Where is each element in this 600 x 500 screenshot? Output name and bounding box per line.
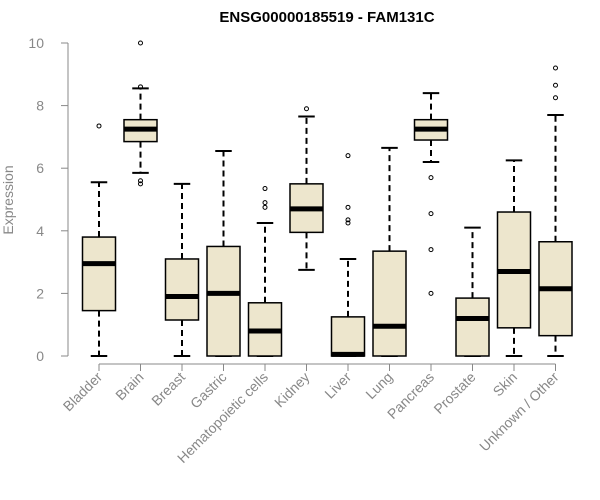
box-group [81, 123, 117, 357]
outlier-point [428, 247, 434, 253]
outlier-point [345, 217, 351, 223]
outlier-point [553, 65, 558, 71]
outlier-point [428, 211, 434, 217]
box-group [413, 92, 449, 296]
y-tick-label: 8 [36, 98, 44, 114]
x-tick-label: Skin [490, 369, 521, 400]
outlier-point [262, 204, 268, 210]
outlier-point [96, 123, 102, 129]
y-tick-label: 4 [36, 223, 44, 239]
box-group [206, 149, 241, 357]
y-axis: 0 2 4 6 8 10 [28, 35, 69, 364]
box-group [538, 65, 573, 357]
outlier-point [345, 204, 351, 210]
outlier-point [345, 153, 351, 159]
x-tick-label: Kidney [271, 369, 313, 411]
plot-area [81, 40, 573, 357]
y-axis-label: Expression [0, 165, 16, 234]
box [206, 245, 241, 357]
outlier-point [553, 82, 558, 88]
x-tick-label: Liver [321, 369, 354, 402]
outlier-point [553, 95, 558, 101]
x-tick-label: Lung [362, 369, 395, 402]
x-tick-label: Bladder [60, 369, 106, 415]
outlier-point [262, 186, 268, 192]
x-tick-label: Prostate [430, 369, 478, 417]
box-group [247, 186, 283, 357]
box-group [330, 153, 366, 357]
y-tick-label: 10 [28, 35, 44, 51]
y-tick-label: 2 [36, 285, 44, 301]
outlier-point [138, 181, 143, 187]
y-tick-label: 6 [36, 160, 44, 176]
outlier-point [262, 200, 268, 206]
box [455, 297, 490, 357]
box-group [455, 226, 490, 357]
x-tick-label: Breast [148, 369, 188, 409]
box [81, 236, 117, 312]
outlier-point [345, 220, 351, 226]
x-tick-label: Brain [112, 369, 146, 403]
box-group [123, 40, 158, 187]
outlier-point [138, 40, 143, 46]
outlier-point [428, 290, 434, 296]
box [330, 316, 366, 357]
outlier-point [428, 175, 434, 181]
outlier-point [304, 106, 309, 112]
outlier-point [138, 178, 143, 184]
x-tick-label: Unknown / Other [476, 369, 562, 455]
box-group [289, 106, 324, 271]
box [164, 258, 200, 321]
box [372, 250, 407, 357]
box-group [164, 182, 200, 357]
box-group [496, 159, 532, 357]
outlier-point [138, 84, 143, 90]
y-tick-label: 0 [36, 348, 44, 364]
x-axis [98, 363, 556, 371]
box-group [372, 146, 407, 357]
chart-title: ENSG00000185519 - FAM131C [219, 9, 434, 26]
